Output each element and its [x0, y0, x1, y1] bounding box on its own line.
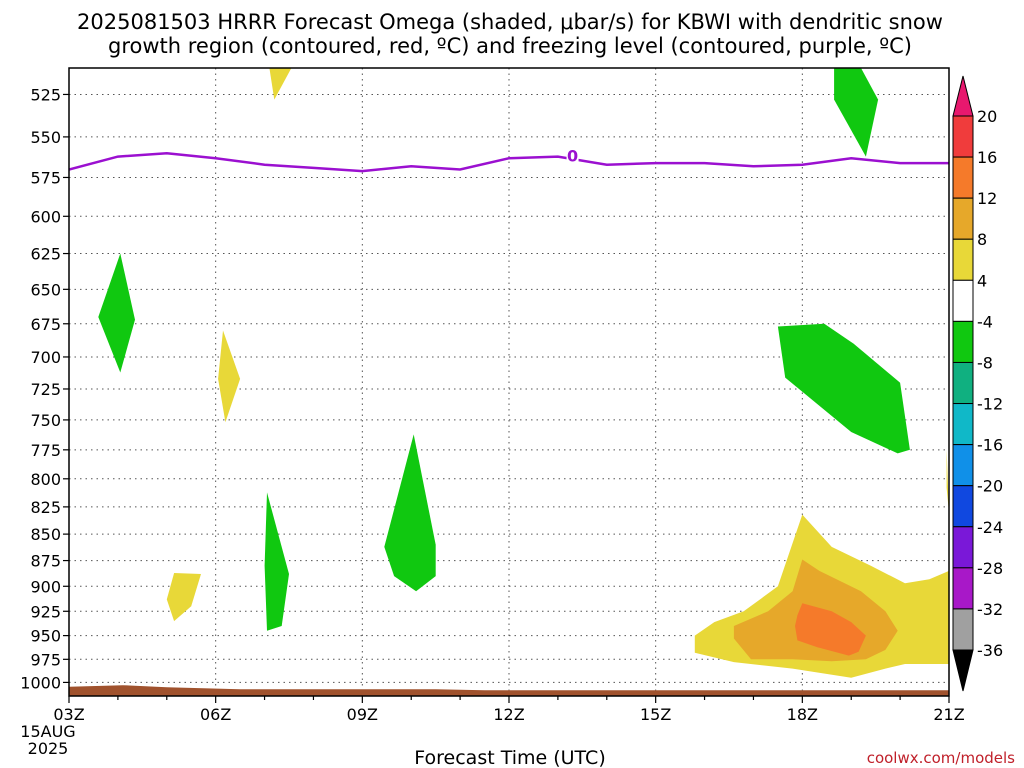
colorbar-label: 8 [977, 230, 987, 249]
y-tick-label: 575 [30, 168, 61, 187]
colorbar: 20 16 12 8 4 -4 -8 -12 -16 -20 -24 -28 -32 -36 [952, 75, 1003, 692]
x-date-line2: 2025 [28, 739, 69, 758]
omega-region [264, 492, 289, 631]
colorbar-label: -28 [977, 559, 1003, 578]
site-credit: coolwx.com/models [867, 749, 1015, 767]
colorbar-label: -4 [977, 312, 993, 331]
colorbar-swatch [952, 526, 974, 569]
x-tick-label: 03Z [53, 705, 84, 724]
omega-region [166, 573, 201, 622]
colorbar-label: -36 [977, 641, 1003, 660]
chart-title-line1: 2025081503 HRRR Forecast Omega (shaded, … [77, 10, 943, 34]
colorbar-label: 20 [977, 107, 997, 126]
colorbar-label: -24 [977, 518, 1003, 537]
y-tick-label: 650 [30, 280, 61, 299]
freezing-level-contour: 0 [69, 147, 949, 173]
y-tick-label: 525 [30, 85, 61, 104]
terrain [69, 685, 949, 696]
colorbar-swatch [952, 444, 974, 487]
y-tick-label: 825 [30, 498, 61, 517]
y-tick-label: 675 [30, 315, 61, 334]
colorbar-swatch [952, 361, 974, 405]
freezing-level-label-bg [566, 148, 579, 164]
terrain-strip [69, 685, 949, 696]
y-axis: 525 550 575 600 625 650 675 700 725 750 775 800 825 8… [20, 85, 69, 692]
y-tick-label: 775 [30, 441, 61, 460]
y-tick-label: 950 [30, 627, 61, 646]
colorbar-swatch [952, 567, 974, 610]
x-axis: 03Z 06Z 09Z 12Z 15Z 18Z 21Z [53, 696, 965, 724]
colorbar-swatch [952, 608, 974, 651]
colorbar-label: -16 [977, 436, 1003, 455]
x-tick-label: 18Z [787, 705, 818, 724]
x-date-line1: 15AUG [20, 722, 75, 741]
colorbar-swatch [952, 279, 974, 322]
omega-region [834, 68, 879, 157]
colorbar-swatch [952, 320, 974, 363]
colorbar-label: 4 [977, 271, 987, 290]
y-tick-label: 1000 [20, 673, 61, 692]
y-tick-label: 875 [30, 552, 61, 571]
y-tick-label: 975 [30, 650, 61, 669]
omega-region [795, 603, 866, 656]
y-tick-label: 925 [30, 602, 61, 621]
x-axis-label: Forecast Time (UTC) [414, 747, 605, 768]
colorbar-swatch [952, 403, 974, 446]
y-tick-label: 550 [30, 128, 61, 147]
omega-shading [98, 68, 949, 678]
colorbar-swatch [952, 238, 974, 281]
colorbar-swatch [952, 197, 974, 240]
colorbar-label: 12 [977, 189, 997, 208]
colorbar-bottom-arrow [952, 649, 974, 692]
colorbar-label: 16 [977, 148, 997, 167]
y-tick-label: 600 [30, 207, 61, 226]
colorbar-label: -12 [977, 395, 1003, 414]
freezing-level-label: 0 [567, 147, 578, 166]
chart-title-line2: growth region (contoured, red, ºC) and f… [108, 34, 912, 58]
x-tick-label: 06Z [200, 705, 231, 724]
x-tick-label: 15Z [640, 705, 671, 724]
omega-region [777, 323, 910, 454]
y-tick-label: 625 [30, 245, 61, 264]
colorbar-swatch [952, 485, 974, 528]
colorbar-top-arrow [952, 75, 974, 117]
omega-region [269, 68, 292, 100]
colorbar-label: -8 [977, 353, 993, 372]
y-tick-label: 800 [30, 470, 61, 489]
y-tick-label: 900 [30, 577, 61, 596]
x-tick-label: 21Z [933, 705, 964, 724]
y-tick-label: 725 [30, 380, 61, 399]
colorbar-label: -32 [977, 600, 1003, 619]
omega-region [946, 449, 949, 513]
freezing-level-line [69, 152, 949, 173]
colorbar-swatch [952, 115, 974, 158]
colorbar-label: -20 [977, 477, 1003, 496]
colorbar-swatch [952, 156, 974, 199]
x-tick-label: 09Z [347, 705, 378, 724]
y-tick-label: 850 [30, 525, 61, 544]
y-tick-label: 750 [30, 411, 61, 430]
omega-region [218, 330, 241, 423]
y-tick-label: 700 [30, 348, 61, 367]
omega-region [98, 253, 135, 373]
x-tick-label: 12Z [493, 705, 524, 724]
omega-region [384, 434, 436, 592]
